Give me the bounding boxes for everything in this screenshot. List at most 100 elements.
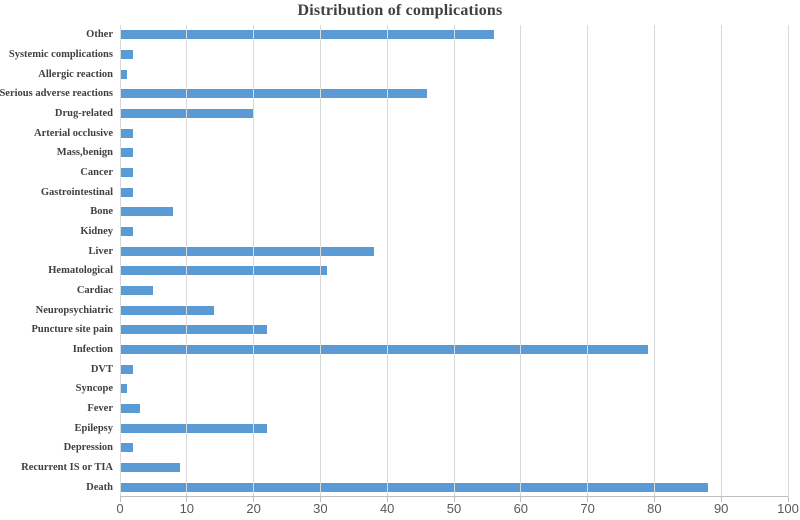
- tick-mark: [587, 497, 589, 502]
- gridline: [653, 25, 655, 497]
- bar: [120, 148, 134, 158]
- category-label: Hematological: [48, 265, 113, 277]
- x-tick-label: 60: [513, 501, 529, 516]
- bar: [120, 69, 127, 79]
- bar: [120, 246, 374, 256]
- bar-rows: [120, 25, 788, 497]
- gridline: [520, 25, 522, 497]
- bar: [120, 482, 708, 492]
- gridline: [587, 25, 589, 497]
- category-label: DVT: [90, 363, 113, 375]
- bar-row: [120, 202, 788, 222]
- bar-row: [120, 438, 788, 458]
- category-label: Mass,benign: [56, 147, 113, 159]
- tick-mark: [386, 497, 388, 502]
- bar-row: [120, 458, 788, 478]
- x-tick-label: 100: [777, 501, 799, 516]
- category-label: Depression: [63, 442, 113, 454]
- category-label: Bone: [90, 206, 113, 218]
- bar-row: [120, 143, 788, 163]
- bar: [120, 443, 134, 453]
- category-label: Syncope: [75, 383, 113, 395]
- category-label: Death: [86, 481, 113, 493]
- bar-row: [120, 300, 788, 320]
- chart-title: Distribution of complications: [297, 2, 503, 19]
- bar-row: [120, 45, 788, 65]
- tick-mark: [520, 497, 522, 502]
- tick-mark: [787, 497, 789, 502]
- tick-mark: [453, 497, 455, 502]
- category-label: Recurrent IS or TIA: [21, 462, 113, 474]
- bar: [120, 305, 214, 315]
- bar-row: [120, 222, 788, 242]
- bar: [120, 266, 328, 276]
- plot-area: [119, 25, 789, 502]
- gridline: [386, 25, 388, 497]
- bar: [120, 325, 267, 335]
- bar: [120, 384, 127, 394]
- tick-mark: [119, 497, 121, 502]
- bar-row: [120, 477, 788, 497]
- gridline: [119, 25, 121, 497]
- x-axis-tick-labels: 0 10 20 30 40 50 60 70 80 90 100: [116, 501, 798, 519]
- category-label: Allergic reaction: [38, 68, 113, 80]
- bar-row: [120, 261, 788, 281]
- bar-row: [120, 64, 788, 84]
- bar-row: [120, 418, 788, 438]
- category-label: Infection: [72, 344, 113, 356]
- gridline: [720, 25, 722, 497]
- category-label: Arterial occlusive: [33, 127, 113, 139]
- bar: [120, 345, 648, 355]
- category-label: Gastrointestinal: [40, 186, 113, 198]
- bar-row: [120, 25, 788, 45]
- bar: [120, 30, 495, 40]
- tick-mark: [653, 497, 655, 502]
- bar-row: [120, 281, 788, 301]
- bar-row: [120, 84, 788, 104]
- x-tick-label: 0: [116, 501, 124, 516]
- x-tick-label: 80: [647, 501, 662, 516]
- category-label: Cancer: [80, 167, 113, 179]
- x-tick-label: 40: [379, 501, 395, 516]
- category-label: Kidney: [80, 226, 113, 238]
- gridline: [319, 25, 321, 497]
- bar: [120, 207, 174, 217]
- bar-row: [120, 241, 788, 261]
- tick-mark: [253, 497, 255, 502]
- tick-mark: [186, 497, 188, 502]
- bar-row: [120, 163, 788, 183]
- x-tick-label: 90: [713, 501, 729, 516]
- bar-row: [120, 182, 788, 202]
- bar-row: [120, 320, 788, 340]
- x-tick-label: 20: [246, 501, 261, 516]
- x-axis-line: [120, 496, 788, 497]
- tick-mark: [319, 497, 321, 502]
- x-tick-label: 50: [446, 501, 462, 516]
- bar-row: [120, 359, 788, 379]
- category-label: Puncture site pain: [31, 324, 113, 336]
- bar-row: [120, 379, 788, 399]
- tick-mark: [720, 497, 722, 502]
- category-label: Drug-related: [54, 108, 113, 120]
- x-tick-label: 30: [313, 501, 328, 516]
- bar: [120, 423, 267, 433]
- category-label: Other: [86, 29, 113, 41]
- category-label: Liver: [88, 245, 114, 257]
- category-label: Serious adverse reactions: [0, 88, 113, 100]
- bar: [120, 128, 134, 138]
- category-label: Fever: [87, 403, 113, 415]
- y-axis-category-labels: Other Systemic complications Allergic reac…: [0, 25, 113, 497]
- bar: [120, 89, 428, 99]
- bar: [120, 50, 134, 59]
- bar: [120, 463, 181, 473]
- x-tick-label: 10: [179, 501, 195, 516]
- category-label: Neuropsychiatric: [35, 304, 113, 316]
- category-label: Cardiac: [76, 285, 113, 297]
- x-tick-label: 70: [580, 501, 595, 516]
- gridline: [453, 25, 455, 497]
- bar: [120, 364, 134, 374]
- bar-row: [120, 123, 788, 143]
- bar: [120, 286, 154, 296]
- bar: [120, 227, 134, 237]
